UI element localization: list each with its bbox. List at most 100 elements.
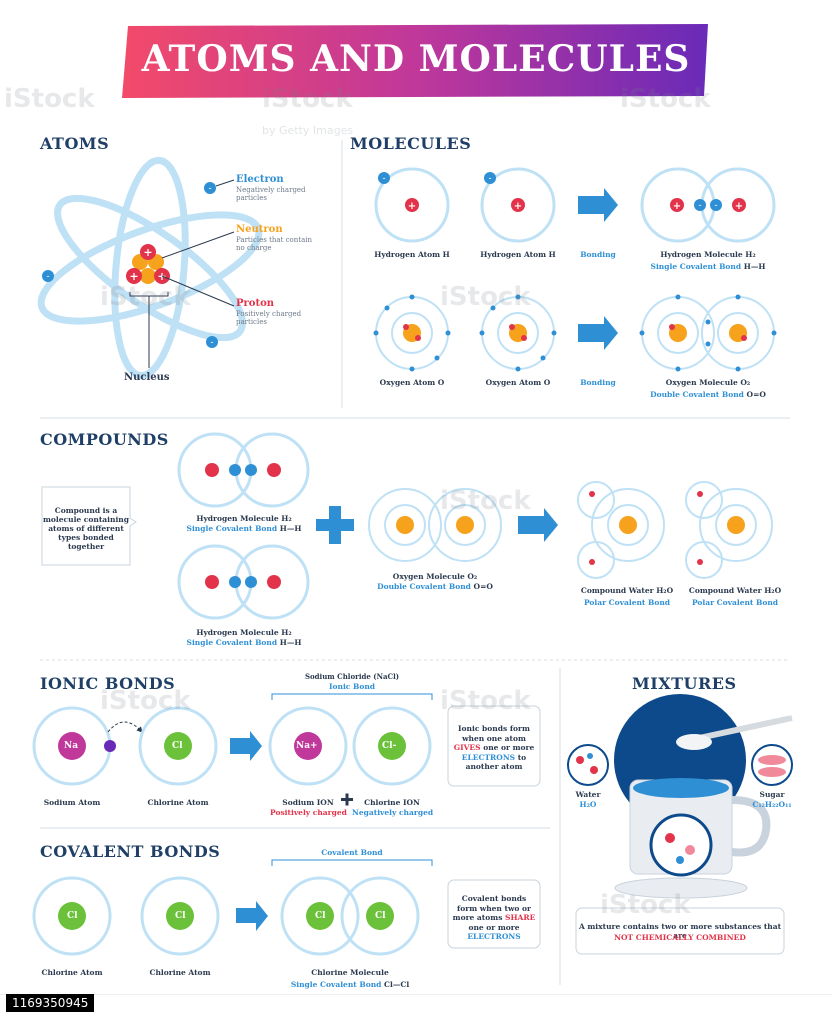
cl-symbol-3: Cl bbox=[315, 911, 326, 921]
neutron-desc-1: Particles that contain bbox=[236, 236, 312, 244]
hydrogen-row: + - + - + + - - bbox=[374, 167, 776, 243]
covalent-note: Covalent bonds form when two or more atom… bbox=[452, 894, 536, 941]
cl-symbol-4: Cl bbox=[375, 911, 386, 921]
svg-text:-: - bbox=[714, 201, 717, 211]
ionic-heading: IONIC BONDS bbox=[40, 674, 176, 693]
ionic-note: Ionic bonds form when one atom GIVES one … bbox=[453, 724, 535, 771]
mixture-note-emphasis: NOT CHEMICALLY COMBINED bbox=[614, 933, 746, 942]
cl-symbol-2: Cl bbox=[175, 911, 186, 921]
electron-icon bbox=[206, 336, 218, 348]
compound-o2-bond: Double Covalent Bond bbox=[377, 582, 471, 591]
svg-text:-: - bbox=[208, 184, 211, 194]
cl-symbol: Cl bbox=[172, 741, 183, 751]
hydrogen-bond-label: Single Covalent Bond bbox=[650, 262, 742, 271]
sodium-ion-label: Sodium ION bbox=[282, 798, 334, 807]
proton-desc-2: particles bbox=[236, 318, 267, 326]
mixtures-heading: MIXTURES bbox=[632, 674, 737, 693]
svg-text:-: - bbox=[46, 272, 49, 282]
na-symbol: Na bbox=[64, 741, 79, 751]
sugar-formula: C₁₂H₂₂O₁₁ bbox=[752, 800, 792, 809]
water-label: Water bbox=[575, 790, 601, 799]
oxygen-bond-formula: O=O bbox=[746, 390, 766, 399]
arrow-right-icon bbox=[578, 188, 618, 222]
nucleus: + + + bbox=[126, 244, 170, 284]
svg-text:-: - bbox=[698, 201, 701, 211]
neutron-label: Neutron bbox=[236, 224, 283, 235]
cl-symbol-1: Cl bbox=[67, 911, 78, 921]
sodium-ion-charge: Positively charged bbox=[270, 808, 347, 817]
oxygen-atom-2-label: Oxygen Atom O bbox=[485, 378, 551, 387]
sodium-atom-label: Sodium Atom bbox=[43, 798, 101, 807]
compound-h2-b-bond: Single Covalent Bond bbox=[186, 638, 278, 647]
water-1-label: Compound Water H₂O bbox=[580, 586, 674, 595]
nucleus-label: Nucleus bbox=[124, 372, 170, 383]
bonding-label-1: Bonding bbox=[580, 250, 616, 259]
mixture-note: A mixture contains two or more substance… bbox=[578, 922, 782, 940]
svg-text:+: + bbox=[143, 246, 152, 259]
atoms-heading: ATOMS bbox=[40, 134, 110, 153]
na-ion-symbol: Na+ bbox=[296, 741, 318, 751]
water-1-bond: Polar Covalent Bond bbox=[583, 598, 671, 607]
electron-desc-2: particles bbox=[236, 194, 267, 202]
oxygen-row bbox=[373, 294, 777, 372]
cl-ion-symbol: Cl- bbox=[382, 741, 397, 751]
compound-o2-label: Oxygen Molecule O₂ bbox=[392, 572, 478, 581]
covalent-heading: COVALENT BONDS bbox=[40, 842, 221, 861]
atom-model: + + + - - - bbox=[37, 156, 263, 380]
svg-text:-: - bbox=[382, 174, 385, 184]
svg-text:+: + bbox=[735, 201, 743, 212]
svg-text:-: - bbox=[488, 174, 491, 184]
image-id: 1169350945 bbox=[6, 994, 95, 1012]
covalent-bond-label: Covalent Bond bbox=[321, 848, 383, 857]
chlorine-bond-formula: Cl—Cl bbox=[384, 980, 410, 989]
nacl-label: Sodium Chloride (NaCl) bbox=[304, 672, 400, 681]
plus-icon bbox=[341, 793, 353, 806]
compound-h2-b-label: Hydrogen Molecule H₂ bbox=[196, 628, 292, 637]
title-banner bbox=[122, 24, 708, 98]
oxygen-molecule-label: Oxygen Molecule O₂ bbox=[665, 378, 751, 387]
svg-text:+: + bbox=[514, 201, 522, 212]
ionic-bond-label: Ionic Bond bbox=[328, 682, 376, 691]
compounds-heading: COMPOUNDS bbox=[40, 430, 169, 449]
water-2-label: Compound Water H₂O bbox=[688, 586, 782, 595]
svg-text:-: - bbox=[210, 338, 213, 348]
arrow-right-icon bbox=[236, 901, 268, 931]
neutron-desc-2: no charge bbox=[236, 244, 272, 252]
svg-text:+: + bbox=[408, 201, 416, 212]
chlorine-molecule-label: Chlorine Molecule bbox=[311, 968, 389, 977]
hydrogen-molecule-label: Hydrogen Molecule H₂ bbox=[660, 250, 756, 259]
arrow-right-icon bbox=[230, 731, 262, 761]
compounds-diagram bbox=[41, 432, 773, 620]
chlorine-ion-charge: Negatively charged bbox=[352, 808, 434, 817]
sugar-label: Sugar bbox=[759, 790, 785, 799]
plus-icon bbox=[316, 506, 354, 544]
hydrogen-atom-1-label: Hydrogen Atom H bbox=[374, 250, 450, 259]
covalent-diagram bbox=[32, 859, 433, 956]
chlorine-atom-2-label: Chlorine Atom bbox=[149, 968, 211, 977]
chlorine-atom-1-label: Chlorine Atom bbox=[41, 968, 103, 977]
compound-h2-a-label: Hydrogen Molecule H₂ bbox=[196, 514, 292, 523]
electron-desc-1: Negatively charged bbox=[236, 186, 306, 194]
compound-definition: Compound is a molecule containing atoms of… bbox=[42, 506, 129, 551]
proton-label: Proton bbox=[236, 298, 275, 309]
arrow-right-icon bbox=[518, 508, 558, 542]
compound-o2-formula: O=O bbox=[473, 582, 493, 591]
compound-h2-b-formula: H—H bbox=[279, 638, 302, 647]
svg-text:+: + bbox=[673, 201, 681, 212]
electron-icon bbox=[42, 270, 54, 282]
molecules-heading: MOLECULES bbox=[350, 134, 472, 153]
bonding-label-2: Bonding bbox=[580, 378, 616, 387]
watermark-id-bar bbox=[0, 994, 832, 1025]
oxygen-atom-1-label: Oxygen Atom O bbox=[379, 378, 445, 387]
page-title: ATOMS AND MOLECULES bbox=[141, 38, 691, 80]
compound-h2-a-formula: H—H bbox=[279, 524, 302, 533]
water-2-bond: Polar Covalent Bond bbox=[691, 598, 779, 607]
electron-icon bbox=[204, 182, 216, 194]
oxygen-bond-label: Double Covalent Bond bbox=[650, 390, 744, 399]
chlorine-bond-label: Single Covalent Bond bbox=[290, 980, 382, 989]
proton-desc-1: Positively charged bbox=[236, 310, 302, 318]
chlorine-atom-label: Chlorine Atom bbox=[147, 798, 209, 807]
arrow-right-icon bbox=[578, 316, 618, 350]
